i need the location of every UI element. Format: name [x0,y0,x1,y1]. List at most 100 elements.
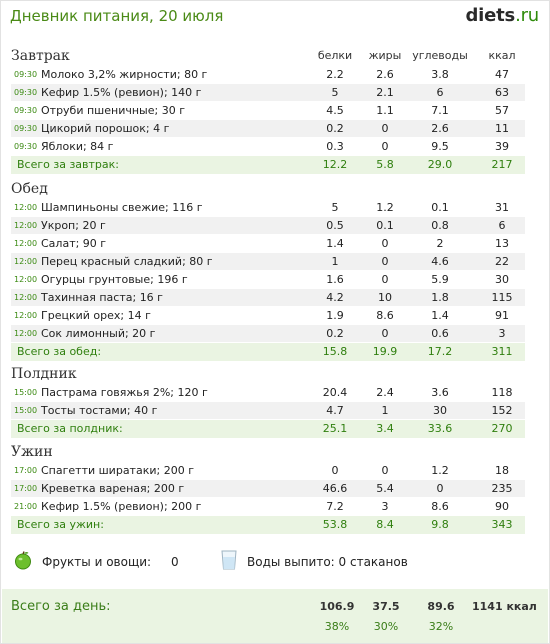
food-protein: 0 [331,464,339,477]
food-time: 12:00 [14,293,38,302]
food-carbs: 1.4 [431,309,449,322]
food-fat: 0 [381,327,389,340]
food-protein: 1.6 [326,273,344,286]
food-name: Отруби пшеничные; 30 г [41,104,185,117]
food-row[interactable]: 09:30 Цикорий порошок; 4 г 0.2 0 2.6 11 [11,120,525,138]
food-carbs: 7.1 [431,104,449,117]
food-row[interactable]: 09:30 Молоко 3,2% жирности; 80 г 2.2 2.6 3.8… [11,66,525,84]
logo-main: diets [465,5,516,26]
food-name: Кефир 1.5% (ревион); 200 г [41,500,202,513]
food-kcal: 6 [498,219,506,232]
food-time: 17:00 [14,484,38,493]
meal-total-label: Всего за завтрак: [17,158,120,171]
food-fat: 8.6 [376,309,394,322]
food-carbs: 3.8 [431,68,449,81]
day-kcal: 1141 ккал [472,600,537,613]
food-time: 17:00 [14,466,38,475]
site-logo[interactable]: diets.ru [465,5,539,26]
day-total: Всего за день: 106.9 37.5 89.6 1141 ккал… [2,589,548,643]
food-fat: 0 [381,122,389,135]
food-row[interactable]: 09:30 Яблоки; 84 г 0.3 0 9.5 39 [11,138,525,156]
food-name: Креветка вареная; 200 г [41,482,185,495]
meal-total-row: Всего за обед: 15.8 19.9 17.2 311 [11,343,525,361]
food-name: Спагетти ширатаки; 200 г [41,464,194,477]
food-row[interactable]: 12:00 Шампиньоны свежие; 116 г 5 1.2 0.1 31 [11,199,525,217]
food-protein: 1.9 [326,309,344,322]
day-protein: 106.9 [319,600,355,613]
food-protein: 4.2 [326,291,344,304]
food-row[interactable]: 12:00 Тахинная паста; 16 г 4.2 10 1.8 115 [11,289,525,307]
food-row[interactable]: 12:00 Грецкий орех; 14 г 1.9 8.6 1.4 91 [11,307,525,325]
food-row[interactable]: 09:30 Кефир 1.5% (ревион); 140 г 5 2.1 6 63 [11,84,525,102]
meal-total-protein: 53.8 [322,518,348,531]
food-row[interactable]: 09:30 Отруби пшеничные; 30 г 4.5 1.1 7.1 57 [11,102,525,120]
food-fat: 3 [381,500,389,513]
food-kcal: 18 [495,464,509,477]
food-name: Грецкий орех; 14 г [41,309,151,322]
food-fat: 5.4 [376,482,394,495]
meal-total-kcal: 343 [491,518,513,531]
column-header-protein: белки [317,49,353,62]
food-fat: 0 [381,140,389,153]
food-fat: 1 [381,404,389,417]
food-name: Молоко 3,2% жирности; 80 г [41,68,208,81]
food-carbs: 2 [436,237,444,250]
food-time: 12:00 [14,257,38,266]
food-row[interactable]: 15:00 Пастрама говяжья 2%; 120 г 20.4 2.4 3.… [11,384,525,402]
food-time: 12:00 [14,329,38,338]
meal-total-kcal: 270 [491,422,513,435]
food-protein: 20.4 [322,386,348,399]
food-kcal: 11 [495,122,509,135]
food-row[interactable]: 21:00 Кефир 1.5% (ревион); 200 г 7.2 3 8.6 90 [11,498,525,516]
food-row[interactable]: 15:00 Тосты тостами; 40 г 4.7 1 30 152 [11,402,525,420]
food-time: 09:30 [14,106,38,115]
food-time: 09:30 [14,142,38,151]
food-row[interactable]: 17:00 Спагетти ширатаки; 200 г 0 0 1.2 18 [11,462,525,480]
extras-bar: Фрукты и овощи: 0 Воды выпито: 0 стакано… [1,546,550,576]
food-carbs: 4.6 [431,255,449,268]
food-name: Укроп; 20 г [41,219,106,232]
food-name: Тахинная паста; 16 г [41,291,163,304]
food-row[interactable]: 12:00 Салат; 90 г 1.4 0 2 13 [11,235,525,253]
food-row[interactable]: 12:00 Сок лимонный; 20 г 0.2 0 0.6 3 [11,325,525,343]
food-protein: 46.6 [322,482,348,495]
day-fat: 37.5 [372,600,400,613]
food-carbs: 0.1 [431,201,449,214]
food-fat: 0 [381,255,389,268]
meal-total-protein: 15.8 [322,345,348,358]
apple-icon [15,551,31,570]
food-protein: 4.5 [326,104,344,117]
fruit-label: Фрукты и овощи: [42,555,152,569]
page-title: Дневник питания, 20 июля [10,7,224,25]
meal-total-label: Всего за ужин: [17,518,104,531]
food-carbs: 3.6 [431,386,449,399]
meal-total-protein: 12.2 [322,158,348,171]
food-kcal: 235 [491,482,513,495]
meal-section-title: Завтрак [11,48,70,64]
food-name: Кефир 1.5% (ревион); 140 г [41,86,202,99]
day-carbs-percent: 32% [428,620,454,633]
food-row[interactable]: 12:00 Перец красный сладкий; 80 г 1 0 4.6 22 [11,253,525,271]
food-kcal: 31 [495,201,509,214]
meal-section-title: Ужин [11,444,53,460]
day-carbs: 89.6 [427,600,455,613]
food-protein: 0.2 [326,122,344,135]
meal-total-label: Всего за обед: [17,345,102,358]
meal-total-row: Всего за полдник: 25.1 3.4 33.6 270 [11,420,525,438]
meal-total-carbs: 29.0 [427,158,453,171]
day-protein-percent: 38% [324,620,350,633]
food-fat: 0 [381,237,389,250]
glass-icon [221,550,237,570]
food-protein: 0.5 [326,219,344,232]
food-protein: 5 [331,86,339,99]
food-name: Цикорий порошок; 4 г [41,122,170,135]
food-row[interactable]: 12:00 Укроп; 20 г 0.5 0.1 0.8 6 [11,217,525,235]
food-row[interactable]: 12:00 Огурцы грунтовые; 196 г 1.6 0 5.9 30 [11,271,525,289]
food-protein: 1 [331,255,339,268]
food-row[interactable]: 17:00 Креветка вареная; 200 г 46.6 5.4 0 235 [11,480,525,498]
header: Дневник питания, 20 июля diets.ru [1,1,550,33]
food-carbs: 9.5 [431,140,449,153]
food-name: Сок лимонный; 20 г [41,327,156,340]
meal-total-protein: 25.1 [322,422,348,435]
